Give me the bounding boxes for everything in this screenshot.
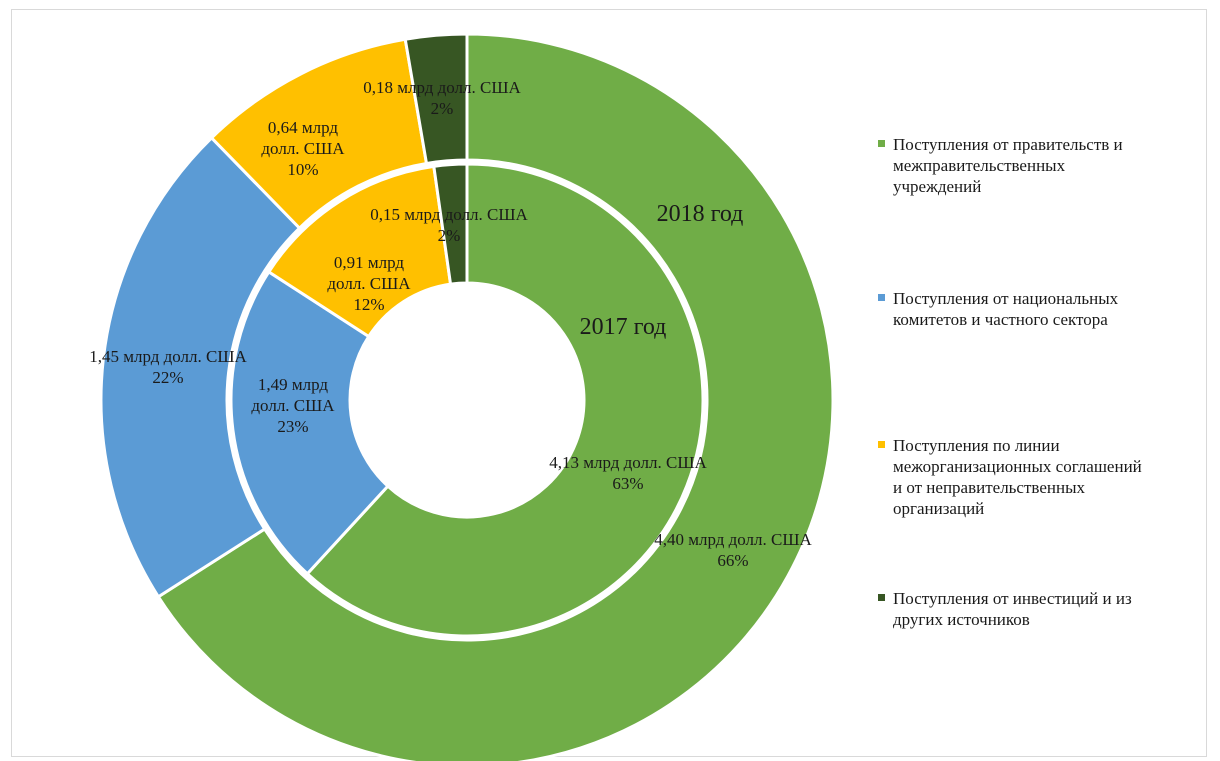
legend-label: Поступления от национальных комитетов и ч…	[893, 289, 1119, 329]
data-label-outer-3: 0,18 млрд долл. США 2%	[363, 78, 521, 118]
slice-outer-3	[403, 32, 469, 165]
slice-inner-0	[305, 162, 705, 638]
legend-label: Поступления от инвестиций и из других ист…	[893, 589, 1132, 629]
data-label-inner-1: 1,49 млрд долл. США 23%	[251, 375, 335, 436]
slices-layer	[99, 32, 835, 761]
data-label-outer-0: 4,40 млрд долл. США 66%	[654, 530, 812, 570]
ring-title-outer: 2018 год	[657, 201, 744, 227]
ring-title-inner: 2017 год	[580, 314, 667, 340]
legend-swatch	[878, 441, 885, 448]
legend-swatch	[878, 294, 885, 301]
slice-outer-1	[99, 136, 302, 599]
legend-swatch	[878, 594, 885, 601]
chart-frame	[11, 9, 1207, 757]
data-label-outer-2: 0,64 млрд долл. США 10%	[261, 118, 345, 179]
legend-swatch	[878, 140, 885, 147]
data-label-outer-1: 1,45 млрд долл. США 22%	[89, 347, 247, 387]
labels-layer: 2017 год 4,13 млрд долл. США 63% 1,49 млрд д…	[89, 78, 812, 570]
data-label-inner-3: 0,15 млрд долл. США 2%	[370, 205, 528, 245]
slice-inner-1	[229, 270, 390, 576]
slice-inner-3	[432, 162, 469, 286]
data-label-inner-2: 0,91 млрд долл. США 12%	[327, 253, 411, 314]
legend-label: Поступления от правительств и межправител…	[893, 135, 1123, 196]
legend-label: Поступления по линии межорганизационных с…	[893, 436, 1142, 518]
data-label-inner-0: 4,13 млрд долл. США 63%	[549, 453, 707, 493]
slice-outer-0	[156, 32, 835, 761]
